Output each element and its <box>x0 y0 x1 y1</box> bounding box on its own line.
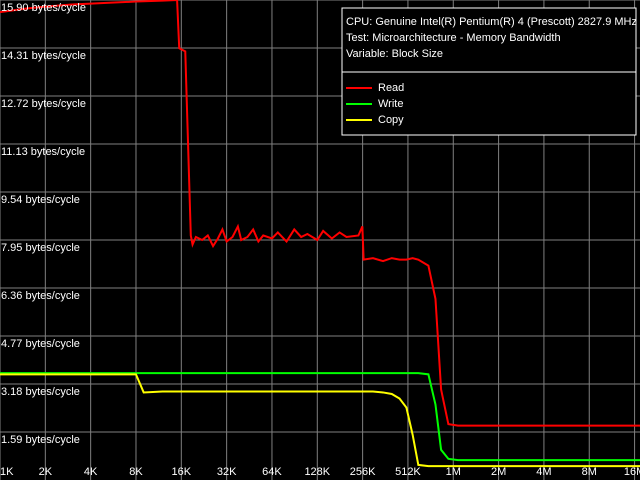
x-tick-label: 64K <box>262 466 282 478</box>
legend-info: Test: Microarchitecture - Memory Bandwid… <box>346 32 561 44</box>
series-line <box>0 0 640 427</box>
x-tick-label: 512K <box>395 466 421 478</box>
x-tick-label: 16K <box>172 466 192 478</box>
legend-label: Write <box>378 98 403 110</box>
x-tick-label: 1K <box>0 466 14 478</box>
y-tick-label: 15.90 bytes/cycle <box>1 2 86 14</box>
x-tick-label: 16M <box>624 466 640 478</box>
x-tick-label: 1M <box>446 466 461 478</box>
x-tick-label: 2K <box>39 466 53 478</box>
y-tick-label: 14.31 bytes/cycle <box>1 50 86 62</box>
x-tick-label: 8K <box>129 466 143 478</box>
y-tick-label: 9.54 bytes/cycle <box>1 194 80 206</box>
y-tick-label: 11.13 bytes/cycle <box>1 146 85 158</box>
y-tick-label: 3.18 bytes/cycle <box>1 386 80 398</box>
x-tick-label: 128K <box>304 466 330 478</box>
y-tick-label: 4.77 bytes/cycle <box>1 338 80 350</box>
legend-label: Copy <box>378 114 404 126</box>
legend-label: Read <box>378 82 404 94</box>
y-tick-label: 7.95 bytes/cycle <box>1 242 80 254</box>
y-tick-label: 12.72 bytes/cycle <box>1 98 86 110</box>
series-line <box>0 373 640 468</box>
y-tick-label: 1.59 bytes/cycle <box>1 434 80 446</box>
lines <box>0 0 640 468</box>
x-tick-label: 8M <box>582 466 597 478</box>
legend-info: Variable: Block Size <box>346 48 443 60</box>
legend: CPU: Genuine Intel(R) Pentium(R) 4 (Pres… <box>341 7 637 136</box>
x-tick-label: 32K <box>217 466 237 478</box>
series-line <box>0 372 640 462</box>
x-tick-label: 4M <box>536 466 551 478</box>
y-tick-label: 6.36 bytes/cycle <box>1 290 80 302</box>
x-tick-label: 4K <box>84 466 98 478</box>
x-tick-label: 2M <box>491 466 506 478</box>
legend-info: CPU: Genuine Intel(R) Pentium(R) 4 (Pres… <box>346 16 637 28</box>
x-tick-label: 256K <box>350 466 376 478</box>
